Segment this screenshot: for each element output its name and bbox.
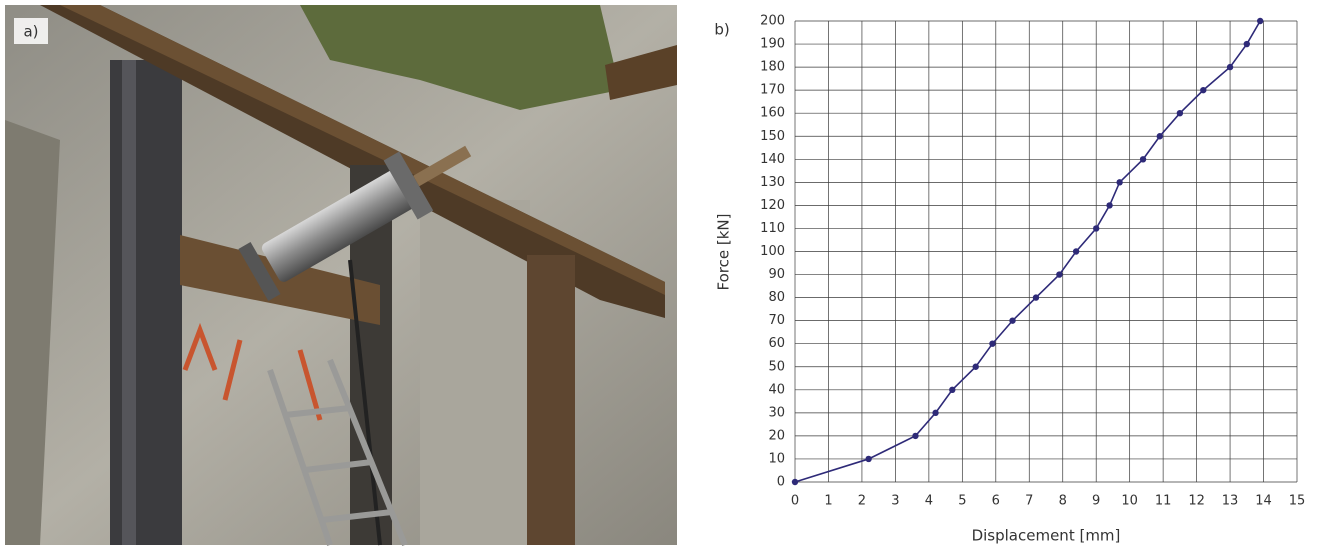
data-point xyxy=(1009,317,1016,324)
x-tick-label: 13 xyxy=(1222,494,1239,509)
data-point xyxy=(1072,248,1080,255)
rock xyxy=(5,120,60,545)
jack-plate xyxy=(238,242,281,301)
data-point xyxy=(1256,17,1264,25)
data-point xyxy=(912,432,919,440)
right-beam xyxy=(605,45,677,100)
data-point xyxy=(791,478,799,486)
x-axis-label: Displacement [mm] xyxy=(972,527,1121,545)
data-point xyxy=(1032,294,1040,301)
data-point xyxy=(1156,133,1163,140)
bolt xyxy=(413,145,472,187)
data-point xyxy=(989,340,996,347)
y-tick-label: 0 xyxy=(777,475,785,490)
data-point xyxy=(972,363,979,370)
y-tick-label: 180 xyxy=(760,60,785,75)
y-tick-label: 60 xyxy=(768,336,785,351)
y-tick-label: 190 xyxy=(760,37,785,52)
x-tick-label: 14 xyxy=(1255,494,1272,509)
y-tick-label: 200 xyxy=(760,14,785,29)
main-beam-top xyxy=(60,5,665,295)
x-tick-label: 9 xyxy=(1092,494,1100,509)
data-point xyxy=(1243,40,1251,48)
jack-plate xyxy=(383,151,434,220)
y-tick-label: 70 xyxy=(768,313,785,328)
data-point xyxy=(1056,271,1063,278)
x-tick-label: 15 xyxy=(1289,494,1306,509)
y-tick-label: 20 xyxy=(768,428,785,443)
y-tick-label: 30 xyxy=(768,405,785,420)
y-tick-label: 90 xyxy=(768,267,785,282)
data-point xyxy=(1106,202,1113,209)
y-tick-label: 110 xyxy=(760,221,785,236)
x-tick-label: 7 xyxy=(1025,494,1033,509)
panel-label: a) xyxy=(23,23,38,41)
right-post xyxy=(527,255,575,545)
x-tick-label: 8 xyxy=(1059,494,1067,509)
y-tick-label: 170 xyxy=(760,83,785,98)
data-point xyxy=(1116,179,1123,186)
left-post xyxy=(110,60,182,545)
concrete xyxy=(420,200,530,545)
x-tick-label: 2 xyxy=(858,494,866,509)
photo: a) xyxy=(5,5,677,547)
y-tick-label: 160 xyxy=(760,106,785,121)
y-tick-label: 40 xyxy=(768,382,785,397)
jack-body xyxy=(261,168,419,282)
x-tick-label: 10 xyxy=(1121,494,1138,509)
y-tick-label: 120 xyxy=(760,198,785,213)
data-point xyxy=(1139,156,1147,163)
x-tick-label: 1 xyxy=(824,494,832,509)
x-tick-label: 4 xyxy=(925,494,933,509)
data-point xyxy=(1176,110,1184,117)
y-axis-label: Force [kN] xyxy=(715,214,733,291)
x-tick-label: 3 xyxy=(891,494,899,509)
main-beam xyxy=(40,5,665,318)
left-post-edge xyxy=(122,60,136,545)
data-point xyxy=(1093,225,1100,232)
y-tick-label: 130 xyxy=(760,175,785,190)
data-point xyxy=(865,455,872,463)
paint-marks xyxy=(182,322,323,421)
cable xyxy=(348,259,382,546)
x-tick-label: 5 xyxy=(958,494,966,509)
data-point xyxy=(1226,63,1234,71)
panel-label: b) xyxy=(714,21,729,39)
y-tick-label: 80 xyxy=(768,290,785,305)
jack xyxy=(238,145,472,301)
data-point xyxy=(1200,86,1207,94)
y-tick-label: 140 xyxy=(760,152,785,167)
x-tick-label: 0 xyxy=(791,494,799,509)
x-tick-label: 12 xyxy=(1188,494,1205,509)
y-tick-label: 50 xyxy=(768,359,785,374)
x-tick-label: 11 xyxy=(1155,494,1172,509)
y-tick-label: 150 xyxy=(760,129,785,144)
data-point xyxy=(932,409,939,417)
y-tick-label: 100 xyxy=(760,244,785,259)
grass xyxy=(300,5,620,110)
ladder xyxy=(267,358,408,547)
x-tick-label: 6 xyxy=(992,494,1000,509)
y-tick-label: 10 xyxy=(768,451,785,466)
label-box xyxy=(14,18,48,44)
data-point xyxy=(949,386,956,393)
